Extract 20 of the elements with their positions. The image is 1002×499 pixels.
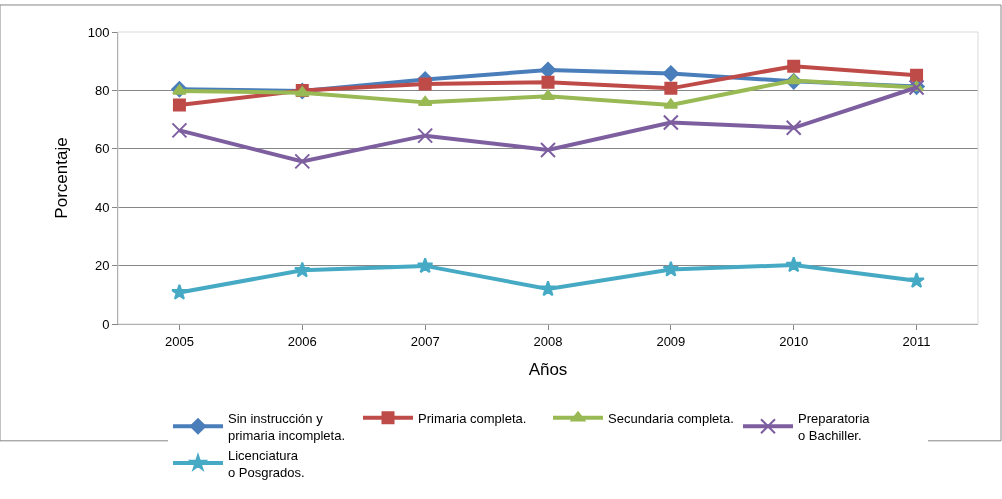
legend-label: Secundaria completa. (608, 410, 734, 426)
legend-label: Sin instrucción y primaria incompleta. (228, 410, 346, 443)
y-axis-title: Porcentaje (52, 137, 72, 219)
x-tick-label: 2007 (410, 333, 440, 349)
y-tick-label: 80 (94, 82, 110, 98)
y-tick-label: 100 (87, 24, 110, 40)
x-tick-label: 2008 (533, 333, 563, 349)
x-tick-label: 2009 (656, 333, 686, 349)
legend-label: Licenciatura o Posgrados. (228, 447, 305, 480)
x-tick-label: 2010 (779, 333, 809, 349)
legend-label: Preparatoria o Bachiller. (798, 410, 871, 443)
y-tick-label: 60 (94, 141, 110, 157)
legend-label: Primaria completa. (418, 410, 527, 426)
x-tick-label: 2006 (287, 333, 317, 349)
x-tick-label: 2005 (164, 333, 194, 349)
x-axis-title: Años (528, 360, 568, 379)
y-tick-label: 40 (94, 199, 110, 215)
y-tick-label: 0 (102, 316, 110, 332)
y-tick-label: 20 (94, 258, 110, 274)
x-tick-label: 2011 (902, 333, 931, 349)
